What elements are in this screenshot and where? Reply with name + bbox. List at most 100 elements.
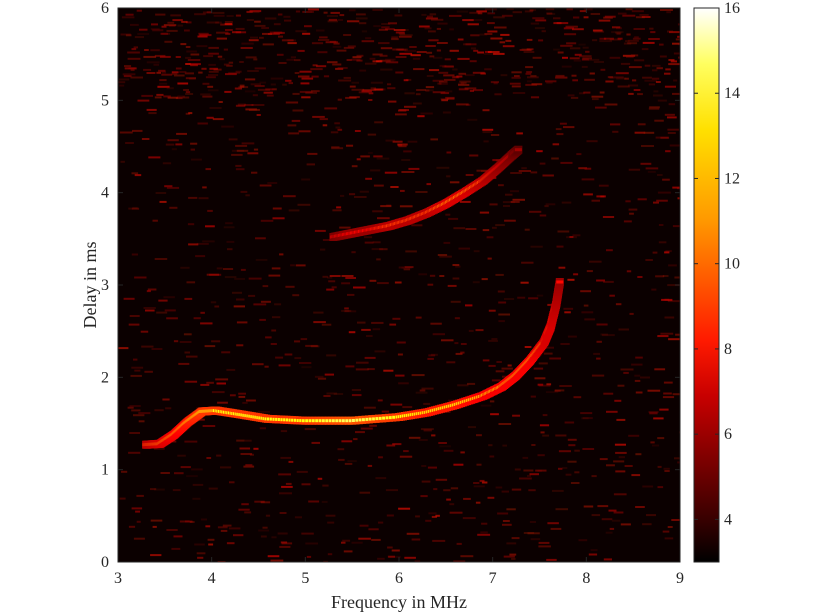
noise-speck	[490, 413, 499, 416]
noise-speck	[129, 432, 140, 434]
noise-speck	[322, 275, 328, 278]
noise-speck	[493, 16, 505, 19]
noise-speck	[379, 248, 388, 251]
noise-speck	[280, 456, 291, 459]
noise-speck	[491, 338, 498, 340]
noise-speck	[438, 442, 447, 444]
noise-speck	[121, 16, 135, 19]
noise-speck	[611, 31, 624, 34]
noise-speck	[570, 482, 580, 484]
noise-speck	[219, 58, 225, 61]
noise-speck	[246, 399, 256, 402]
x-axis-ticks: 3 4 5 6 7 8 9	[114, 8, 684, 587]
noise-speck	[359, 190, 369, 193]
noise-speck	[600, 333, 608, 336]
noise-speck	[206, 11, 212, 14]
noise-speck	[166, 29, 178, 32]
noise-speck	[673, 52, 680, 55]
noise-speck	[535, 19, 547, 22]
noise-speck	[564, 33, 577, 36]
noise-speck	[465, 228, 477, 230]
noise-speck	[529, 521, 536, 523]
noise-speck	[412, 57, 420, 60]
noise-speck	[389, 555, 401, 558]
noise-speck	[296, 470, 308, 473]
noise-speck	[465, 304, 473, 307]
noise-speck	[270, 559, 284, 562]
noise-speck	[565, 25, 578, 28]
noise-speck	[215, 21, 222, 24]
noise-speck	[462, 517, 476, 520]
noise-speck	[384, 171, 398, 174]
noise-speck	[238, 392, 246, 395]
noise-speck	[129, 315, 140, 317]
noise-speck	[334, 122, 340, 125]
noise-speck	[573, 273, 579, 276]
noise-speck	[268, 33, 280, 35]
noise-speck	[328, 18, 338, 21]
noise-speck	[511, 85, 521, 88]
noise-speck	[376, 258, 381, 261]
noise-speck	[322, 124, 328, 127]
noise-speck	[469, 89, 474, 92]
noise-speck	[379, 54, 388, 57]
noise-speck	[225, 222, 233, 225]
noise-speck	[599, 458, 608, 461]
noise-speck	[427, 15, 433, 18]
noise-speck	[377, 557, 385, 560]
noise-speck	[190, 53, 200, 56]
noise-speck	[460, 451, 465, 454]
noise-speck	[631, 10, 644, 13]
noise-speck	[177, 24, 184, 27]
noise-speck	[596, 195, 606, 198]
noise-speck	[122, 73, 136, 76]
noise-speck	[344, 309, 350, 312]
noise-speck	[498, 313, 510, 316]
noise-speck	[323, 395, 331, 397]
noise-speck	[486, 236, 494, 239]
noise-speck	[583, 8, 593, 11]
noise-speck	[399, 52, 413, 55]
noise-speck	[428, 512, 437, 515]
noise-speck	[653, 90, 659, 93]
noise-speck	[660, 9, 673, 11]
noise-speck	[331, 146, 340, 149]
noise-speck	[657, 465, 662, 468]
noise-speck	[554, 389, 565, 392]
noise-speck	[244, 439, 252, 442]
noise-speck	[196, 552, 206, 555]
noise-speck	[511, 76, 521, 79]
noise-speck	[437, 22, 448, 25]
noise-speck	[425, 86, 435, 89]
noise-speck	[354, 130, 361, 132]
noise-speck	[626, 55, 634, 58]
noise-speck	[484, 68, 492, 71]
noise-speck	[294, 340, 301, 343]
noise-speck	[377, 217, 390, 220]
noise-speck	[423, 429, 432, 432]
noise-speck	[248, 39, 259, 42]
noise-speck	[365, 37, 372, 40]
noise-speck	[252, 94, 258, 97]
noise-speck	[233, 305, 245, 308]
noise-speck	[205, 168, 211, 171]
noise-speck	[542, 434, 550, 437]
noise-speck	[573, 16, 580, 19]
noise-speck	[603, 392, 614, 395]
noise-speck	[370, 81, 383, 84]
noise-speck	[164, 185, 173, 188]
noise-speck	[495, 273, 504, 276]
noise-speck	[445, 90, 453, 93]
y-axis-ticks: 0 1 2 3 4 5 6	[101, 0, 680, 571]
noise-speck	[484, 33, 493, 35]
noise-speck	[194, 543, 205, 546]
noise-speck	[601, 518, 613, 521]
noise-speck	[581, 417, 589, 420]
noise-speck	[530, 171, 538, 174]
noise-speck	[385, 489, 398, 492]
noise-speck	[439, 255, 452, 258]
noise-speck	[175, 67, 182, 70]
noise-speck	[526, 38, 533, 41]
noise-speck	[633, 89, 641, 91]
noise-speck	[290, 264, 295, 267]
